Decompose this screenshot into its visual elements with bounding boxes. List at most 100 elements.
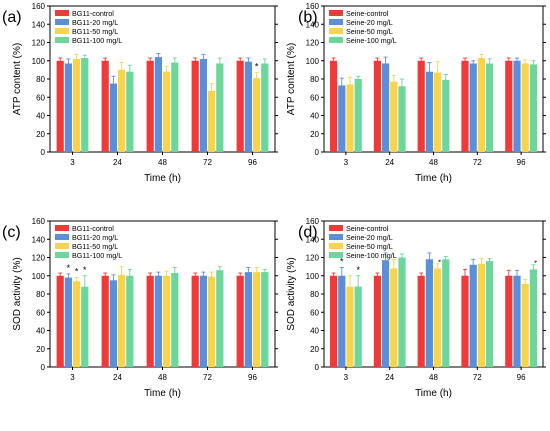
bar — [199, 58, 207, 152]
y-tick-label: 60 — [36, 308, 45, 317]
bar — [154, 57, 162, 152]
bar — [398, 257, 406, 367]
legend-label: BG11-20 mg/L — [72, 18, 118, 27]
bar — [191, 275, 199, 367]
y-tick-label: 0 — [41, 363, 46, 372]
legend-swatch — [55, 243, 69, 249]
y-tick-label: 80 — [36, 75, 45, 84]
legend-label: Seine-20 mg/L — [346, 18, 393, 27]
y-tick-label: 0 — [41, 148, 46, 157]
bar — [338, 85, 346, 152]
y-tick-label: 120 — [32, 39, 46, 48]
y-tick-label: 140 — [32, 20, 46, 29]
y-tick-label: 140 — [306, 235, 320, 244]
bar — [425, 71, 433, 152]
legend-swatch — [55, 234, 69, 240]
legend-label: Seine-100 mg/L — [346, 36, 397, 45]
bar — [56, 275, 64, 367]
significance-mark: * — [83, 265, 87, 275]
bar — [236, 275, 244, 367]
x-axis-title: Time (h) — [144, 388, 181, 399]
bar — [477, 58, 485, 153]
bar — [73, 281, 81, 367]
bar — [330, 60, 338, 152]
legend-label: Seine-control — [346, 224, 389, 233]
y-tick-label: 120 — [32, 254, 46, 263]
y-tick-label: 40 — [310, 112, 319, 121]
bar — [118, 274, 126, 367]
bar — [199, 275, 207, 367]
x-tick-label: 3 — [70, 373, 75, 382]
y-tick-label: 20 — [36, 345, 45, 354]
chart-panel-a: 0 20 40 60 80 100 120 140 160 3 24 48 72 96 * BG11-cont… — [2, 2, 278, 184]
y-tick-label: 20 — [310, 130, 319, 139]
significance-mark: * — [75, 267, 79, 277]
bar — [469, 264, 477, 367]
x-tick-label: 48 — [158, 373, 167, 382]
bar — [330, 275, 338, 367]
x-axis-title: Time (h) — [415, 173, 452, 184]
bar — [513, 275, 521, 367]
bar — [434, 268, 442, 367]
y-tick-label: 40 — [36, 327, 45, 336]
bar — [398, 86, 406, 152]
bar — [529, 64, 537, 152]
significance-mark: * — [434, 260, 441, 263]
bar — [81, 286, 89, 367]
y-tick-label: 140 — [32, 235, 46, 244]
panel-label: (c) — [2, 224, 21, 241]
x-tick-label: 3 — [70, 158, 75, 167]
bar — [417, 60, 425, 152]
significance-mark: * — [356, 265, 360, 275]
bar — [244, 61, 252, 152]
significance-mark: * — [530, 260, 537, 263]
legend-label: Seine-50 mg/L — [346, 27, 393, 36]
legend-swatch — [329, 243, 343, 249]
bar — [154, 275, 162, 367]
panel-label: (b) — [298, 9, 318, 26]
bar — [521, 63, 529, 152]
legend-swatch — [55, 37, 69, 43]
y-tick-label: 0 — [315, 148, 320, 157]
bar — [208, 276, 216, 367]
y-tick-label: 0 — [315, 363, 320, 372]
significance-mark: * — [67, 263, 71, 273]
y-tick-label: 60 — [36, 93, 45, 102]
y-tick-label: 60 — [310, 308, 319, 317]
bar — [101, 60, 109, 152]
x-tick-label: 72 — [473, 373, 482, 382]
legend-label: BG11-control — [72, 224, 114, 233]
x-tick-label: 72 — [203, 158, 212, 167]
y-tick-label: 120 — [306, 254, 320, 263]
bar — [253, 272, 261, 367]
bar — [216, 270, 224, 367]
y-axis-title: SOD activity (%) — [12, 257, 23, 330]
x-tick-label: 72 — [473, 158, 482, 167]
legend-swatch — [329, 225, 343, 231]
legend-label: Seine-100 mg/L — [346, 251, 397, 260]
bar — [163, 71, 171, 152]
bar — [118, 69, 126, 152]
y-tick-label: 160 — [32, 2, 46, 11]
bar — [382, 63, 390, 152]
bar — [346, 286, 354, 367]
y-tick-label: 100 — [32, 57, 46, 66]
bar — [382, 260, 390, 367]
chart-panel-b: 0 20 40 60 80 100 120 140 160 3 24 48 72 96 Seine-cont… — [286, 2, 546, 184]
x-tick-label: 3 — [344, 158, 349, 167]
x-tick-label: 24 — [113, 373, 122, 382]
bar — [261, 272, 269, 367]
x-tick-label: 48 — [158, 158, 167, 167]
legend-label: Seine-50 mg/L — [346, 242, 393, 251]
bar — [208, 90, 216, 152]
bar — [109, 280, 117, 367]
x-tick-label: 96 — [517, 158, 526, 167]
y-tick-label: 140 — [306, 20, 320, 29]
y-tick-label: 80 — [310, 290, 319, 299]
bar — [513, 60, 521, 152]
legend-label: Seine-control — [346, 9, 389, 18]
bar — [417, 275, 425, 367]
y-tick-label: 40 — [310, 327, 319, 336]
